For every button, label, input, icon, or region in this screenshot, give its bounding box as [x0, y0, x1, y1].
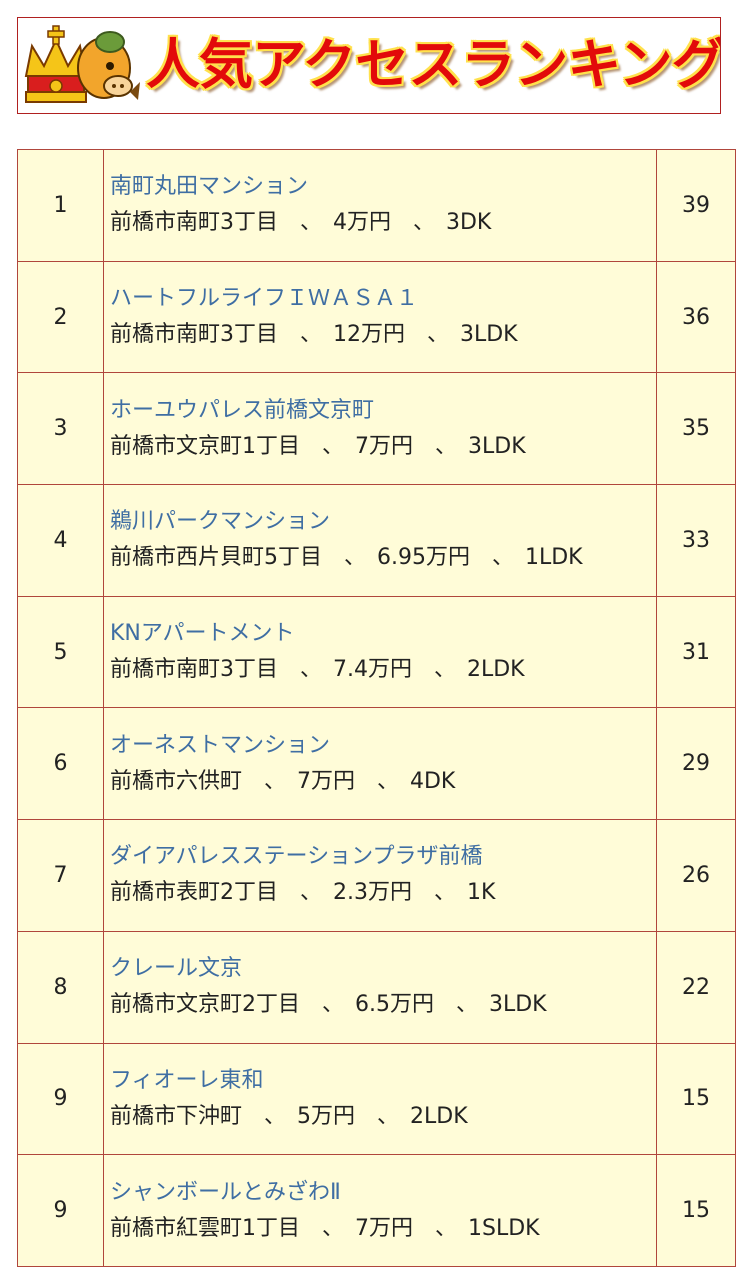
property-info-cell: ダイアパレスステーションプラザ前橋 前橋市表町2丁目 、 2.3万円 、 1K — [103, 819, 657, 932]
ranking-table: 1 南町丸田マンション 前橋市南町3丁目 、 4万円 、 3DK 39 2 ハートフルライ… — [17, 149, 736, 1267]
table-row: 7 ダイアパレスステーションプラザ前橋 前橋市表町2丁目 、 2.3万円 、 1K 2… — [17, 819, 736, 932]
rank-number: 8 — [17, 930, 104, 1044]
property-name-link[interactable]: シャンボールとみざわⅡ — [110, 1179, 341, 1205]
access-count: 26 — [656, 819, 736, 932]
access-count: 15 — [656, 1042, 736, 1156]
table-row: 9 シャンボールとみざわⅡ 前橋市紅雲町1丁目 、 7万円 、 1SLDK 15 — [17, 1154, 736, 1267]
table-row: 8 クレール文京 前橋市文京町2丁目 、 6.5万円 、 3LDK 22 — [17, 930, 736, 1044]
property-detail: 前橋市西片貝町5丁目 、 6.95万円 、 1LDK — [110, 545, 583, 571]
table-row: 6 オーネストマンション 前橋市六供町 、 7万円 、 4DK 29 — [17, 707, 736, 821]
property-detail: 前橋市表町2丁目 、 2.3万円 、 1K — [110, 880, 496, 906]
property-name-link[interactable]: クレール文京 — [110, 956, 243, 982]
table-row: 9 フィオーレ東和 前橋市下沖町 、 5万円 、 2LDK 15 — [17, 1042, 736, 1156]
property-info-cell: 鵜川パークマンション前橋市西片貝町5丁目 、 6.95万円 、 1LDK — [103, 484, 657, 597]
crowned-horse-mascot-icon — [24, 25, 140, 103]
table-row: 5 KNアパートメント 前橋市南町3丁目 、 7.4万円 、 2LDK 31 — [17, 595, 736, 709]
property-info-cell: フィオーレ東和前橋市下沖町 、 5万円 、 2LDK — [103, 1042, 657, 1156]
ranking-table-body: 1 南町丸田マンション 前橋市南町3丁目 、 4万円 、 3DK 39 2 ハートフルライ… — [17, 149, 736, 1267]
property-name-link[interactable]: ハートフルライフＩＷＡＳＡ１ — [110, 286, 419, 312]
property-detail: 前橋市南町3丁目 、 7.4万円 、 2LDK — [110, 657, 525, 683]
property-info-cell: シャンボールとみざわⅡ 前橋市紅雲町1丁目 、 7万円 、 1SLDK — [103, 1154, 657, 1267]
property-detail: 前橋市南町3丁目 、 4万円 、 3DK — [110, 210, 492, 236]
property-name-link[interactable]: オーネストマンション — [110, 732, 331, 758]
property-info-cell: クレール文京前橋市文京町2丁目 、 6.5万円 、 3LDK — [103, 930, 657, 1044]
property-detail: 前橋市下沖町 、 5万円 、 2LDK — [110, 1103, 468, 1129]
property-name-link[interactable]: KNアパートメント — [110, 621, 295, 647]
table-row: 1 南町丸田マンション 前橋市南町3丁目 、 4万円 、 3DK 39 — [17, 149, 736, 262]
property-info-cell: 南町丸田マンション前橋市南町3丁目 、 4万円 、 3DK — [103, 149, 657, 262]
rank-number: 1 — [17, 149, 104, 262]
rank-number: 4 — [17, 484, 104, 597]
property-name-link[interactable]: ダイアパレスステーションプラザ前橋 — [110, 844, 483, 870]
access-count: 36 — [656, 260, 736, 374]
property-info-cell: KNアパートメント前橋市南町3丁目 、 7.4万円 、 2LDK — [103, 595, 657, 709]
page-title: 人気アクセスランキング — [146, 33, 721, 96]
property-name-link[interactable]: 南町丸田マンション — [110, 174, 309, 200]
property-detail: 前橋市紅雲町1丁目 、 7万円 、 1SLDK — [110, 1215, 540, 1241]
property-name-link[interactable]: フィオーレ東和 — [110, 1067, 264, 1093]
rank-number: 5 — [17, 595, 104, 709]
rank-number: 2 — [17, 260, 104, 374]
ranking-banner: 人気アクセスランキング — [17, 17, 721, 114]
property-detail: 前橋市文京町2丁目 、 6.5万円 、 3LDK — [110, 992, 547, 1018]
rank-number: 6 — [17, 707, 104, 821]
property-name-link[interactable]: 鵜川パークマンション — [110, 509, 331, 535]
rank-number: 3 — [17, 372, 104, 486]
access-count: 31 — [656, 595, 736, 709]
property-detail: 前橋市南町3丁目 、 12万円 、 3LDK — [110, 322, 518, 348]
access-count: 39 — [656, 149, 736, 262]
access-count: 33 — [656, 484, 736, 597]
table-row: 2 ハートフルライフＩＷＡＳＡ１ 前橋市南町3丁目 、 12万円 、 3LDK 36 — [17, 260, 736, 374]
table-row: 3 ホーユウパレス前橋文京町 前橋市文京町1丁目 、 7万円 、 3LDK 35 — [17, 372, 736, 486]
property-detail: 前橋市文京町1丁目 、 7万円 、 3LDK — [110, 433, 526, 459]
rank-number: 9 — [17, 1154, 104, 1267]
property-info-cell: オーネストマンション前橋市六供町 、 7万円 、 4DK — [103, 707, 657, 821]
table-row: 4 鵜川パークマンション 前橋市西片貝町5丁目 、 6.95万円 、 1LDK 33 — [17, 484, 736, 597]
rank-number: 7 — [17, 819, 104, 932]
access-count: 29 — [656, 707, 736, 821]
property-info-cell: ホーユウパレス前橋文京町前橋市文京町1丁目 、 7万円 、 3LDK — [103, 372, 657, 486]
property-info-cell: ハートフルライフＩＷＡＳＡ１ 前橋市南町3丁目 、 12万円 、 3LDK — [103, 260, 657, 374]
rank-number: 9 — [17, 1042, 104, 1156]
access-count: 22 — [656, 930, 736, 1044]
access-count: 15 — [656, 1154, 736, 1267]
property-name-link[interactable]: ホーユウパレス前橋文京町 — [110, 397, 375, 423]
access-count: 35 — [656, 372, 736, 486]
property-detail: 前橋市六供町 、 7万円 、 4DK — [110, 768, 456, 794]
